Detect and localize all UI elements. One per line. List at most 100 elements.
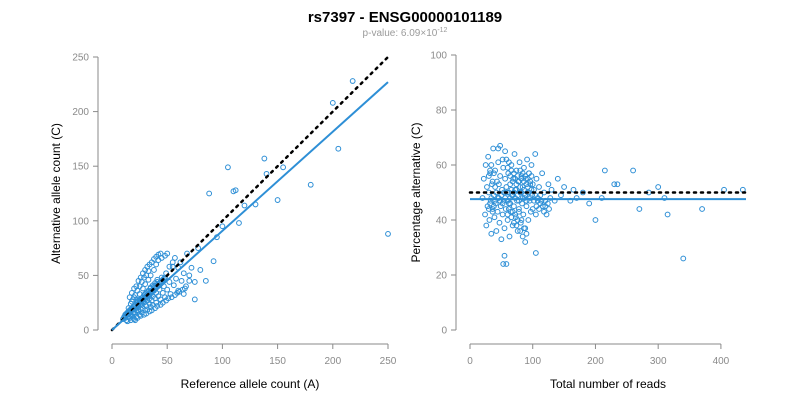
data-point — [489, 178, 496, 185]
y-axis-title: Percentage alternative (C) — [409, 122, 423, 262]
data-point — [529, 206, 536, 212]
data-point — [495, 159, 502, 166]
data-point — [177, 259, 184, 266]
data-point — [580, 189, 586, 196]
data-point — [561, 184, 567, 190]
data-point — [680, 255, 687, 262]
data-point — [349, 78, 356, 84]
data-point — [611, 181, 618, 188]
x-tick-label: 250 — [380, 356, 397, 367]
data-point — [545, 181, 552, 188]
data-point — [614, 181, 621, 188]
data-point — [533, 175, 540, 182]
data-point — [524, 156, 530, 163]
data-point — [232, 187, 239, 194]
data-point — [511, 170, 517, 177]
data-point — [329, 99, 336, 106]
percentage-alternative-scatter-panel: 0 100 200 300 400 0 20 40 60 80 100 Total number of… — [409, 51, 748, 391]
data-point — [497, 142, 504, 149]
data-point — [164, 250, 171, 257]
data-point — [499, 200, 506, 207]
data-point — [385, 231, 391, 237]
data-point — [511, 151, 518, 157]
data-point — [524, 184, 531, 190]
y-tick-label: 80 — [436, 106, 448, 117]
data-point — [505, 159, 512, 166]
data-point — [488, 162, 495, 168]
data-point — [137, 274, 144, 281]
data-point — [517, 228, 524, 234]
data-point — [169, 259, 176, 266]
fit-line — [111, 81, 389, 331]
data-point — [487, 200, 493, 207]
y-tick-label: 20 — [436, 271, 448, 282]
data-point — [493, 228, 500, 234]
x-axis-title: Total number of reads — [550, 377, 666, 391]
data-point — [151, 285, 157, 292]
data-point — [505, 206, 512, 212]
data-point — [517, 184, 524, 190]
data-point — [511, 203, 517, 210]
data-point — [197, 267, 204, 273]
data-point — [488, 230, 495, 237]
data-point — [202, 277, 209, 284]
data-point — [502, 175, 509, 182]
data-point — [483, 222, 490, 229]
data-point — [145, 276, 152, 283]
data-point — [490, 203, 497, 210]
data-point — [522, 239, 529, 245]
data-point — [492, 184, 498, 190]
data-point — [191, 279, 198, 285]
y-tick-label: 150 — [72, 162, 89, 173]
data-point — [525, 217, 532, 223]
data-point — [543, 211, 550, 218]
data-point — [527, 195, 534, 201]
data-point — [523, 181, 530, 188]
data-point — [486, 217, 493, 223]
data-point — [241, 202, 248, 209]
x-tick-label: 50 — [162, 356, 174, 367]
data-point — [655, 184, 662, 190]
x-tick-label: 100 — [214, 356, 231, 367]
data-point — [528, 173, 535, 179]
data-point — [514, 192, 521, 199]
data-point — [488, 195, 495, 201]
data-point — [490, 145, 497, 152]
y-tick-label: 0 — [441, 326, 447, 337]
data-point — [126, 294, 133, 301]
data-point — [504, 164, 511, 171]
data-point — [498, 236, 505, 243]
data-point — [172, 255, 178, 261]
data-point — [508, 214, 515, 221]
data-point — [546, 206, 552, 212]
data-point — [128, 289, 135, 296]
data-point — [482, 162, 489, 168]
data-point — [504, 211, 511, 218]
data-point — [137, 312, 144, 319]
data-point — [536, 206, 542, 212]
data-point — [225, 164, 231, 171]
y-tick-label: 40 — [436, 216, 448, 227]
data-point — [494, 208, 501, 215]
data-point — [513, 186, 520, 193]
data-point — [133, 283, 140, 290]
data-point — [536, 184, 542, 190]
data-point — [501, 252, 508, 259]
y-tick-label: 0 — [83, 326, 89, 337]
data-point — [598, 195, 605, 201]
data-point — [516, 159, 523, 166]
data-point — [548, 186, 555, 193]
data-point — [518, 173, 525, 179]
data-point — [500, 261, 507, 267]
figure-title: rs7397 - ENSG00000101189 — [308, 9, 502, 26]
y-tick-label: 100 — [430, 51, 447, 62]
data-point — [188, 264, 195, 271]
data-point — [307, 181, 314, 188]
data-point — [335, 145, 342, 152]
data-point — [630, 167, 636, 174]
data-point — [151, 267, 157, 273]
data-point — [280, 164, 287, 171]
data-point — [164, 286, 171, 293]
data-point — [482, 211, 488, 218]
data-point — [490, 170, 497, 177]
